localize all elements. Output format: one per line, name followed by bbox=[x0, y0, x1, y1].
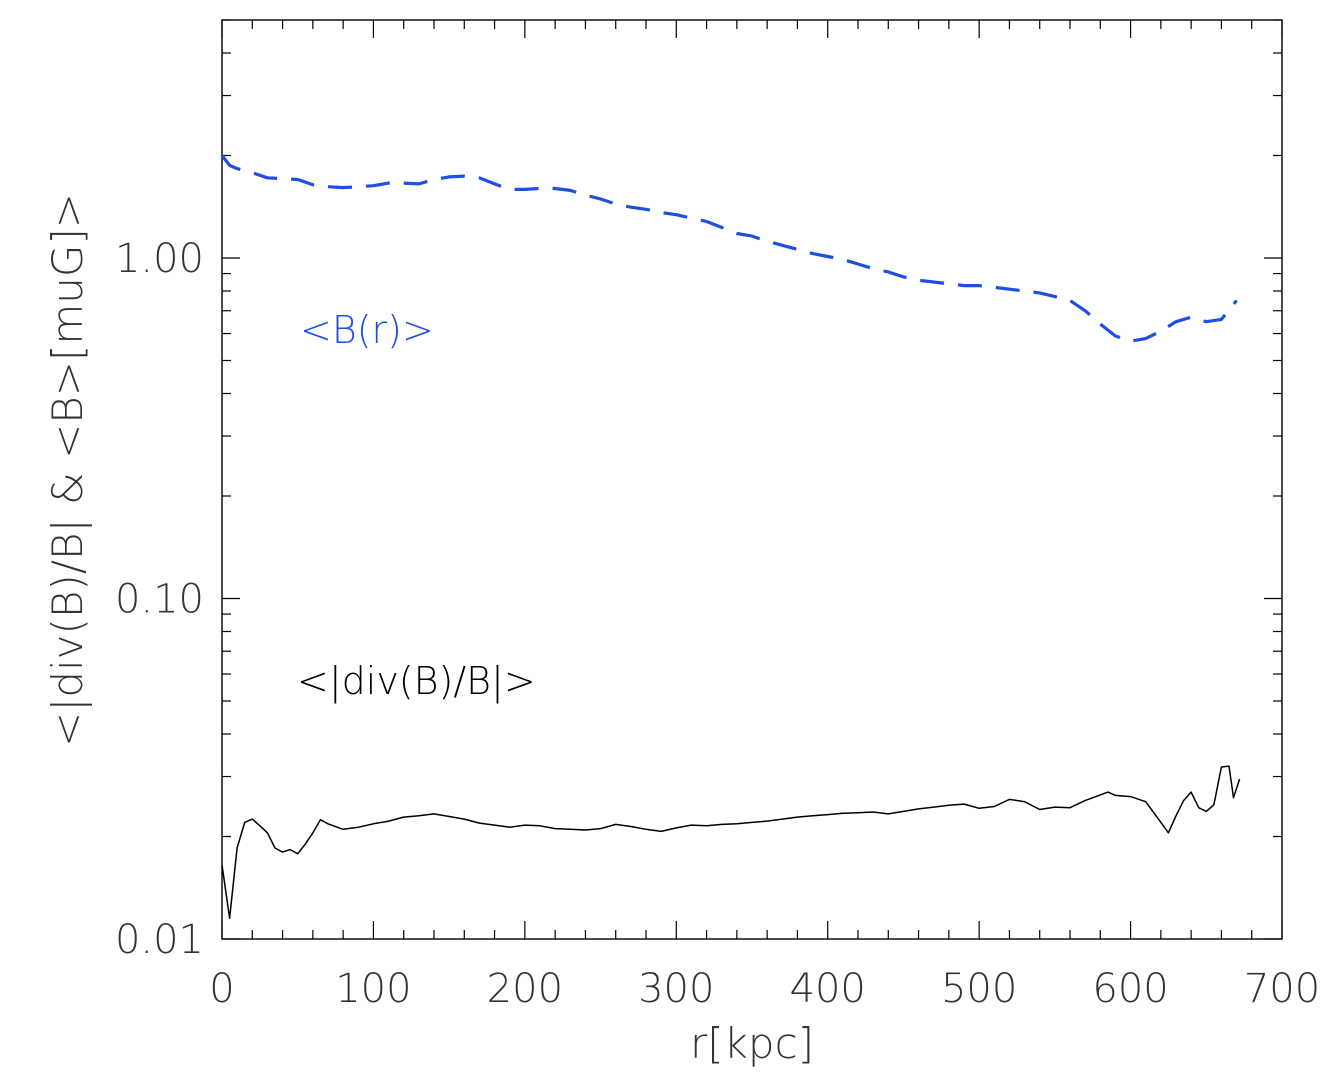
x-tick-label: 0 bbox=[209, 966, 234, 1012]
x-tick-label: 400 bbox=[790, 966, 866, 1012]
x-tick-label: 500 bbox=[941, 966, 1017, 1012]
tick-labels: 0 100 200 300 400 500 600 700 0.01 0.10 1.00 bbox=[115, 236, 1320, 1012]
axis-ticks bbox=[221, 19, 1283, 940]
x-tick-label: 700 bbox=[1244, 966, 1320, 1012]
x-tick-label: 300 bbox=[638, 966, 714, 1012]
y-tick-label: 0.10 bbox=[115, 576, 204, 622]
series-lines bbox=[220, 154, 1241, 920]
x-axis-title: r[kpc] bbox=[690, 1019, 814, 1068]
y-axis-title: <|div(B)/B| & <B>[muG]> bbox=[43, 193, 92, 747]
x-tick-label: 600 bbox=[1092, 966, 1168, 1012]
annotation-div-b: <|div(B)/B|> bbox=[297, 659, 536, 704]
series-line-B bbox=[220, 154, 1238, 343]
plot-frame bbox=[221, 19, 1283, 940]
series-line-divB bbox=[221, 765, 1241, 920]
y-tick-label: 0.01 bbox=[115, 917, 204, 963]
annotation-b-r: <B(r)> bbox=[300, 308, 434, 352]
y-tick-label: 1.00 bbox=[115, 236, 204, 282]
plot-border bbox=[221, 19, 1283, 940]
x-tick-label: 200 bbox=[487, 966, 563, 1012]
x-tick-label: 100 bbox=[335, 966, 411, 1012]
annotations: <B(r)> <|div(B)/B|> bbox=[297, 308, 536, 704]
